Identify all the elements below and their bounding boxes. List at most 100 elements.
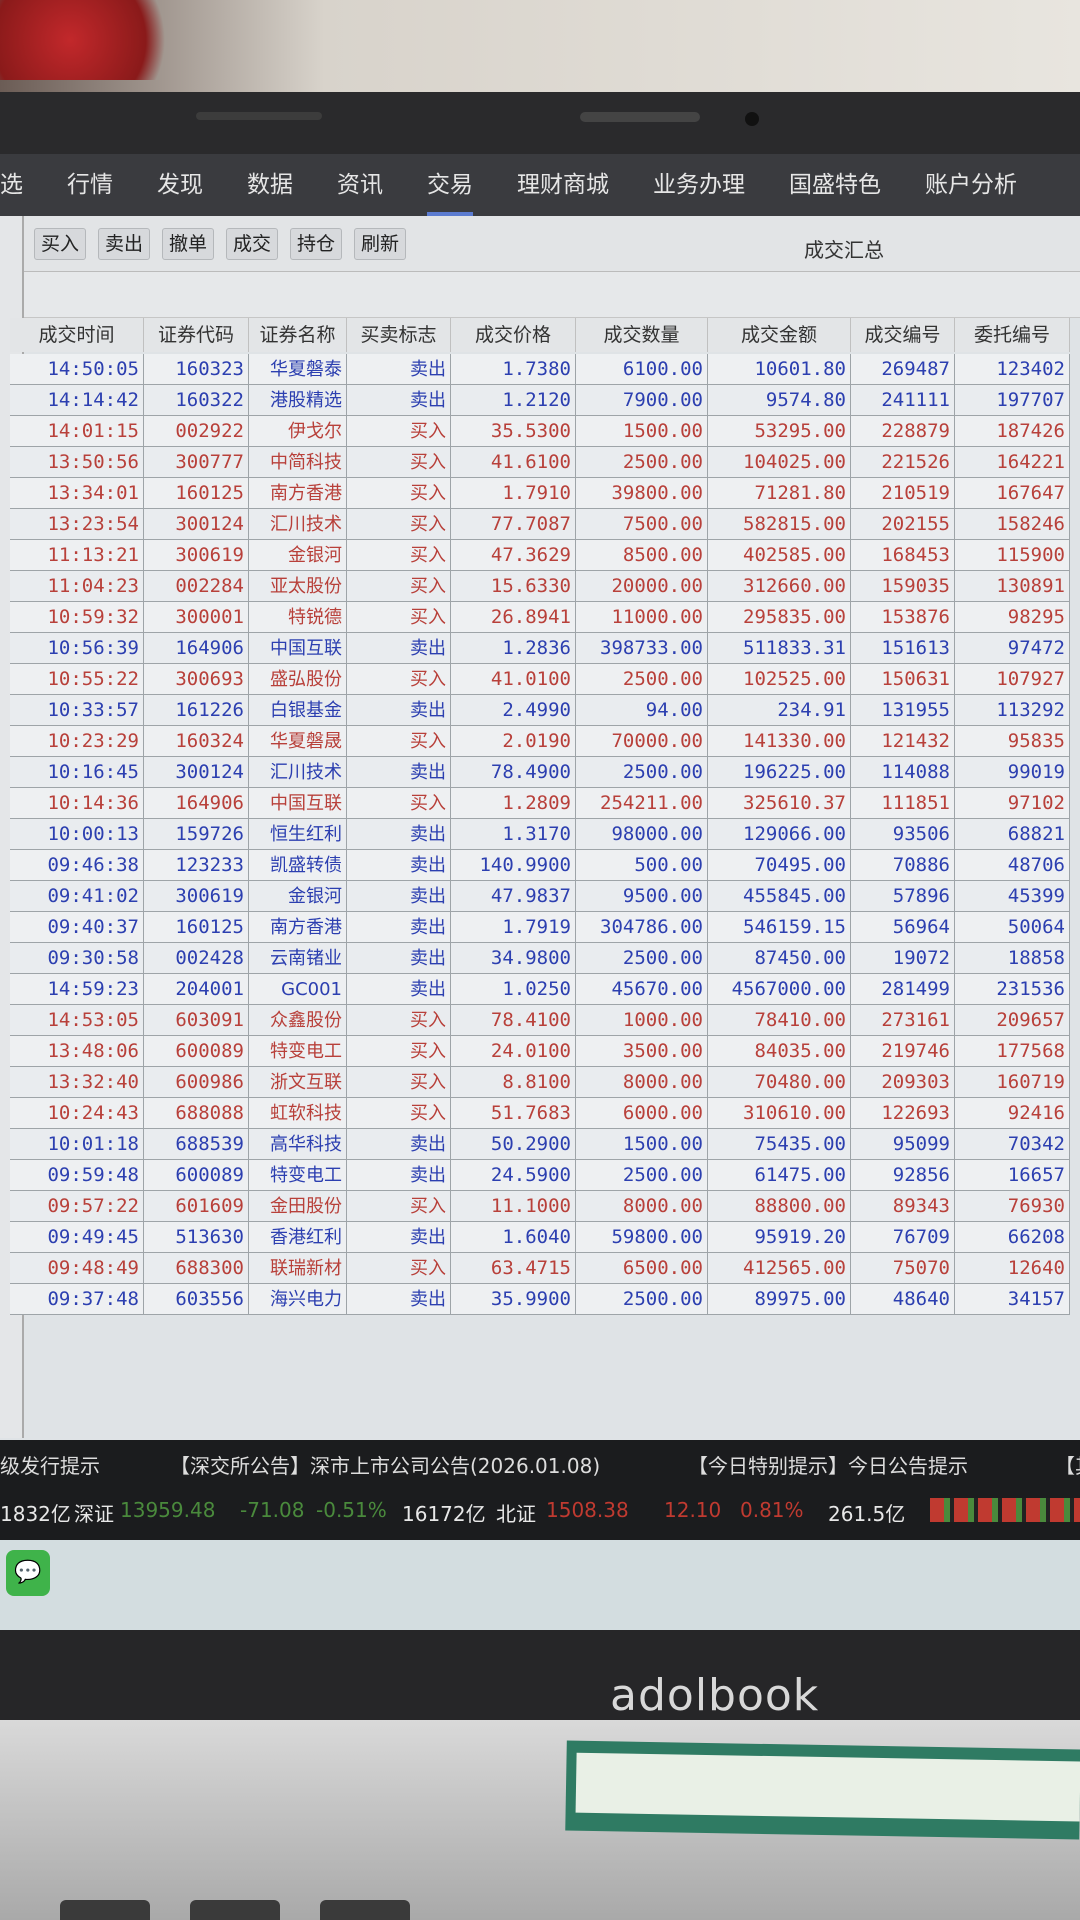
cell-time: 14:59:23 <box>10 974 144 1005</box>
cell-order-no: 130891 <box>955 571 1070 602</box>
table-row[interactable]: 10:01:18 688539 高华科技 卖出 50.2900 1500.00 75435.… <box>10 1129 1070 1160</box>
table-row[interactable]: 09:41:02 300619 金银河 卖出 47.9837 9500.00 455845.… <box>10 881 1070 912</box>
cell-amount: 10601.80 <box>708 354 851 385</box>
cell-code: 002922 <box>144 416 249 447</box>
nav-item-wealth-mall[interactable]: 理财商城 <box>517 172 609 198</box>
cell-price: 1.2809 <box>451 788 576 819</box>
table-row[interactable]: 10:16:45 300124 汇川技术 卖出 78.4900 2500.00 196225… <box>10 757 1070 788</box>
table-row[interactable]: 10:14:36 164906 中国互联 买入 1.2809 254211.00 32561… <box>10 788 1070 819</box>
cell-flag: 买入 <box>347 571 451 602</box>
ticker-item[interactable]: 【深交所公告】深市上市公司公告(2026.01.08) <box>170 1454 601 1478</box>
cell-code: 688300 <box>144 1253 249 1284</box>
table-row[interactable]: 14:50:05 160323 华夏磐泰 卖出 1.7380 6100.00 10601.8… <box>10 354 1070 385</box>
table-row[interactable]: 13:32:40 600986 浙文互联 买入 8.8100 8000.00 70480.0… <box>10 1067 1070 1098</box>
cell-deal-no: 281499 <box>851 974 955 1005</box>
ticker-item[interactable]: 【今日特别提示】今日公告提示 <box>688 1454 968 1478</box>
cell-amount: 129066.00 <box>708 819 851 850</box>
table-row[interactable]: 09:37:48 603556 海兴电力 卖出 35.9900 2500.00 89975.… <box>10 1284 1070 1315</box>
cell-flag: 买入 <box>347 540 451 571</box>
cell-amount: 78410.00 <box>708 1005 851 1036</box>
cell-name: 凯盛转债 <box>249 850 347 881</box>
table-row[interactable]: 10:59:32 300001 特锐德 买入 26.8941 11000.00 295835… <box>10 602 1070 633</box>
column-header-deal-no[interactable]: 成交编号 <box>851 318 955 352</box>
table-row[interactable]: 13:50:56 300777 中简科技 买入 41.6100 2500.00 104025… <box>10 447 1070 478</box>
cell-price: 24.0100 <box>451 1036 576 1067</box>
column-header-name[interactable]: 证券名称 <box>249 318 347 352</box>
column-header-time[interactable]: 成交时间 <box>10 318 144 352</box>
nav-item-trade[interactable]: 交易 <box>405 154 495 216</box>
cell-flag: 买入 <box>347 416 451 447</box>
cell-name: 中国互联 <box>249 633 347 664</box>
table-row[interactable]: 10:56:39 164906 中国互联 卖出 1.2836 398733.00 51183… <box>10 633 1070 664</box>
deals-button[interactable]: 成交 <box>226 228 279 260</box>
cell-flag: 买入 <box>347 1191 451 1222</box>
cell-time: 14:14:42 <box>10 385 144 416</box>
cell-price: 35.9900 <box>451 1284 576 1315</box>
nav-item-services[interactable]: 业务办理 <box>653 172 745 198</box>
cell-name: 汇川技术 <box>249 757 347 788</box>
cell-code: 300124 <box>144 509 249 540</box>
nav-item-data[interactable]: 数据 <box>247 172 293 198</box>
column-header-price[interactable]: 成交价格 <box>451 318 576 352</box>
positions-button[interactable]: 持仓 <box>290 228 343 260</box>
table-row[interactable]: 10:24:43 688088 虹软科技 买入 51.7683 6000.00 310610… <box>10 1098 1070 1129</box>
table-row[interactable]: 14:14:42 160322 港股精选 卖出 1.2120 7900.00 9574.80… <box>10 385 1070 416</box>
column-header-amount[interactable]: 成交金额 <box>708 318 851 352</box>
table-row[interactable]: 14:53:05 603091 众鑫股份 买入 78.4100 1000.00 78410.… <box>10 1005 1070 1036</box>
table-row[interactable]: 09:30:58 002428 云南锗业 卖出 34.9800 2500.00 87450.… <box>10 943 1070 974</box>
cell-flag: 卖出 <box>347 912 451 943</box>
cell-deal-no: 93506 <box>851 819 955 850</box>
cell-name: 南方香港 <box>249 478 347 509</box>
column-header-quantity[interactable]: 成交数量 <box>576 318 708 352</box>
ticker-item[interactable]: 【其 <box>1055 1454 1080 1478</box>
buy-button[interactable]: 买入 <box>34 228 87 260</box>
table-row[interactable]: 09:40:37 160125 南方香港 卖出 1.7919 304786.00 54615… <box>10 912 1070 943</box>
nav-item-market[interactable]: 行情 <box>67 172 113 198</box>
table-row[interactable]: 14:59:23 204001 GC001 卖出 1.0250 45670.00 45670… <box>10 974 1070 1005</box>
table-row[interactable]: 10:33:57 161226 白银基金 卖出 2.4990 94.00 234.91 131… <box>10 695 1070 726</box>
cell-order-no: 177568 <box>955 1036 1070 1067</box>
table-row[interactable]: 13:48:06 600089 特变电工 买入 24.0100 3500.00 84035.… <box>10 1036 1070 1067</box>
cell-name: 特变电工 <box>249 1036 347 1067</box>
cell-flag: 买入 <box>347 726 451 757</box>
wechat-icon[interactable]: 💬 <box>6 1550 50 1596</box>
nav-item-guosheng[interactable]: 国盛特色 <box>789 172 881 198</box>
table-row[interactable]: 13:34:01 160125 南方香港 买入 1.7910 39800.00 71281.… <box>10 478 1070 509</box>
cell-deal-no: 221526 <box>851 447 955 478</box>
market-breadth-bar <box>930 1498 1080 1522</box>
cell-flag: 买入 <box>347 602 451 633</box>
table-row[interactable]: 10:23:29 160324 华夏磐晟 买入 2.0190 70000.00 141330… <box>10 726 1070 757</box>
table-row[interactable]: 10:55:22 300693 盛弘股份 买入 41.0100 2500.00 102525… <box>10 664 1070 695</box>
nav-item-select[interactable]: 选 <box>0 172 23 198</box>
nav-item-news[interactable]: 资讯 <box>337 172 383 198</box>
table-row[interactable]: 11:13:21 300619 金银河 买入 47.3629 8500.00 402585.… <box>10 540 1070 571</box>
column-header-order-no[interactable]: 委托编号 <box>955 318 1070 352</box>
cell-price: 1.0250 <box>451 974 576 1005</box>
cell-flag: 买入 <box>347 478 451 509</box>
table-row[interactable]: 09:48:49 688300 联瑞新材 买入 63.4715 6500.00 412565… <box>10 1253 1070 1284</box>
cell-price: 2.0190 <box>451 726 576 757</box>
cell-code: 603091 <box>144 1005 249 1036</box>
table-row[interactable]: 09:46:38 123233 凯盛转债 卖出 140.9900 500.00 70495.… <box>10 850 1070 881</box>
refresh-button[interactable]: 刷新 <box>354 228 407 260</box>
table-row[interactable]: 11:04:23 002284 亚太股份 买入 15.6330 20000.00 31266… <box>10 571 1070 602</box>
table-row[interactable]: 09:49:45 513630 香港红利 卖出 1.6040 59800.00 95919.… <box>10 1222 1070 1253</box>
cell-code: 160323 <box>144 354 249 385</box>
table-row[interactable]: 14:01:15 002922 伊戈尔 买入 35.5300 1500.00 53295.0… <box>10 416 1070 447</box>
column-header-code[interactable]: 证券代码 <box>144 318 249 352</box>
table-row[interactable]: 13:23:54 300124 汇川技术 买入 77.7087 7500.00 582815… <box>10 509 1070 540</box>
cell-flag: 买入 <box>347 447 451 478</box>
table-row[interactable]: 09:57:22 601609 金田股份 买入 11.1000 8000.00 88800.… <box>10 1191 1070 1222</box>
cancel-order-button[interactable]: 撤单 <box>162 228 215 260</box>
nav-item-account-analysis[interactable]: 账户分析 <box>925 172 1017 198</box>
nav-item-discover[interactable]: 发现 <box>157 172 203 198</box>
cell-time: 11:13:21 <box>10 540 144 571</box>
cell-code: 300777 <box>144 447 249 478</box>
cell-price: 41.0100 <box>451 664 576 695</box>
column-header-flag[interactable]: 买卖标志 <box>347 318 451 352</box>
table-row[interactable]: 10:00:13 159726 恒生红利 卖出 1.3170 98000.00 129066… <box>10 819 1070 850</box>
table-row[interactable]: 09:59:48 600089 特变电工 卖出 24.5900 2500.00 61475.… <box>10 1160 1070 1191</box>
cell-deal-no: 121432 <box>851 726 955 757</box>
sell-button[interactable]: 卖出 <box>98 228 151 260</box>
ticker-item[interactable]: 级发行提示 <box>0 1454 100 1478</box>
